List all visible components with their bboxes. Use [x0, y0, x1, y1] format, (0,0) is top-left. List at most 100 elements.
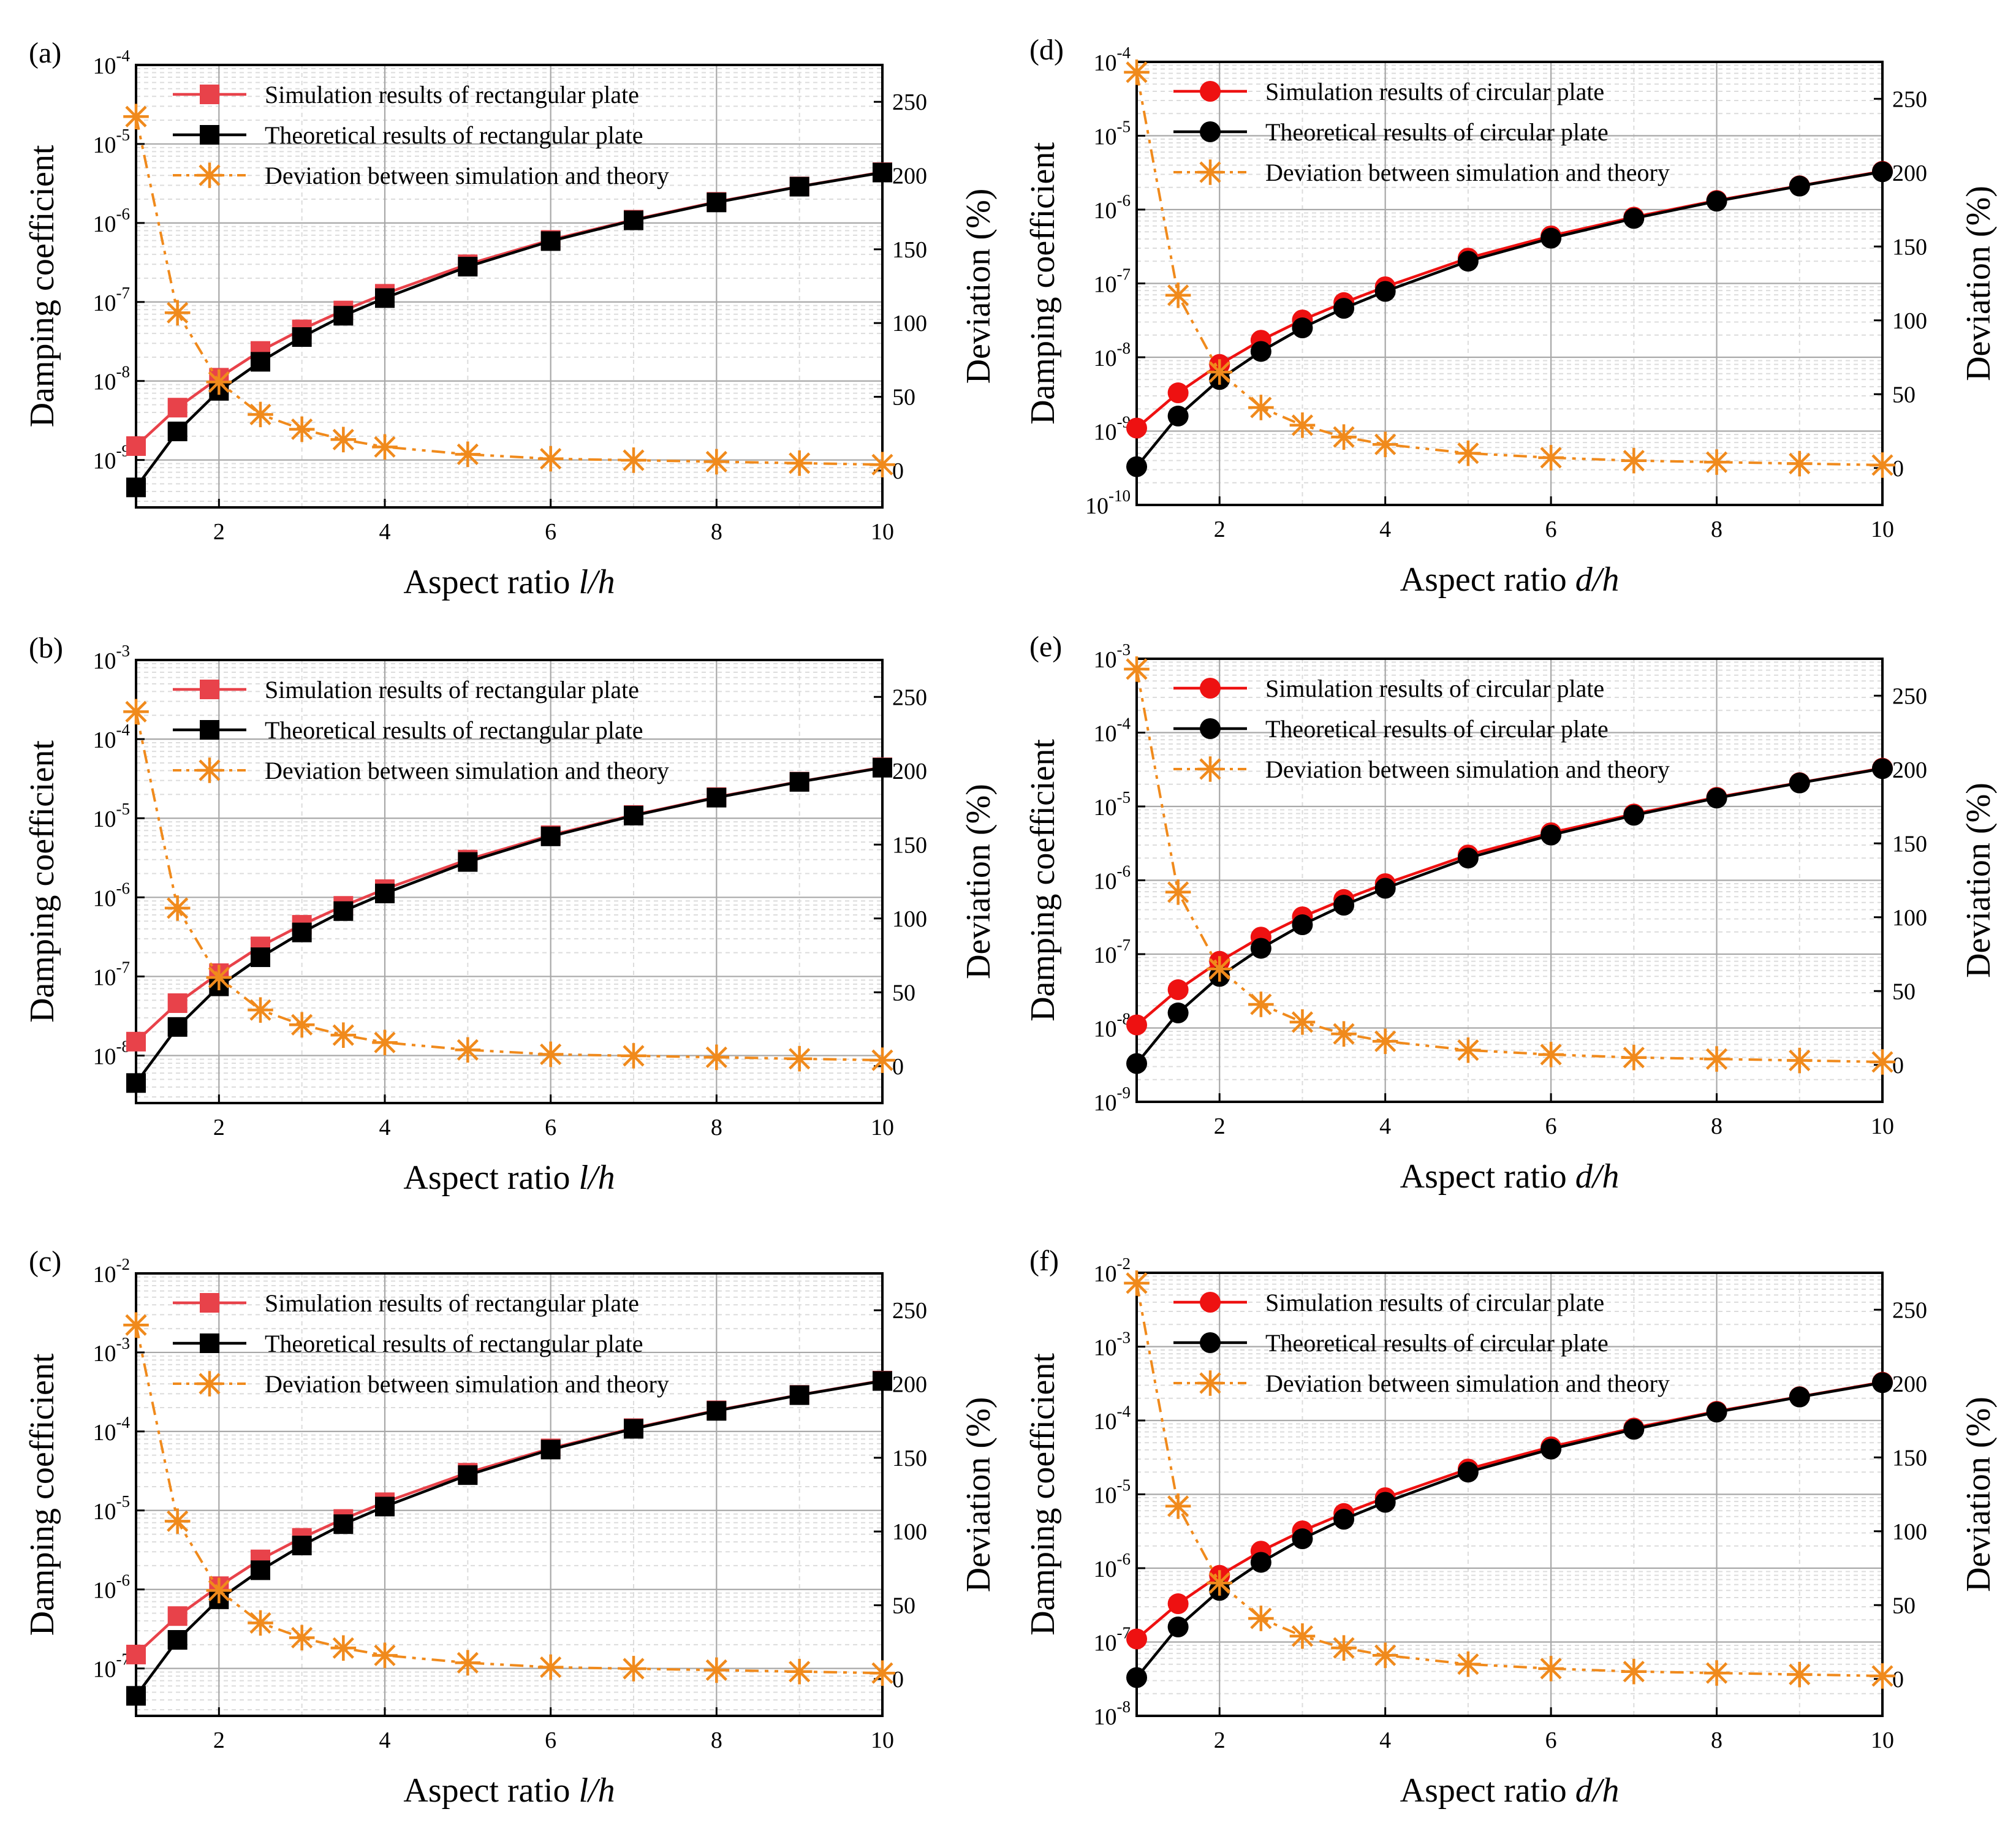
x-tick-label: 8 [1711, 517, 1722, 542]
data-point [1331, 1635, 1357, 1661]
minor-grid [1137, 1273, 1882, 1716]
data-point [621, 1043, 646, 1069]
y2-axis-title: Deviation (%) [1960, 186, 1998, 381]
x-tick-label: 4 [1379, 1727, 1391, 1753]
y-tick-label: 10-4 [1094, 44, 1131, 76]
y-tick-label: 10-2 [1094, 1254, 1131, 1287]
y2-tick-label: 250 [892, 89, 927, 115]
plot-frame [135, 64, 884, 509]
data-point [1126, 417, 1147, 439]
y2-tick-label: 50 [892, 385, 915, 411]
series-line [1135, 170, 1883, 468]
legend-marker [200, 1333, 219, 1353]
data-point [1789, 772, 1810, 794]
y-tick-label: 10-5 [1094, 1476, 1131, 1509]
data-point [126, 1644, 146, 1664]
legend-label: Simulation results of rectangular plate [265, 1289, 639, 1317]
data-point [375, 288, 395, 308]
x-tick-label: 8 [1711, 1727, 1722, 1753]
legend: Simulation results of rectangular plate T… [173, 1289, 669, 1398]
legend-marker [200, 680, 219, 699]
data-point [123, 699, 149, 725]
y-tick-label: 10-4 [1094, 1402, 1131, 1435]
legend: Simulation results of circular plate Theo… [1173, 78, 1670, 186]
data-point [1374, 1492, 1396, 1513]
data-point [1786, 1661, 1813, 1688]
data-point [333, 901, 354, 921]
data-point [540, 231, 561, 251]
y-tick-label: 10-7 [93, 284, 131, 316]
data-point [458, 257, 478, 277]
x-tick-label: 10 [871, 519, 894, 545]
data-point [1126, 456, 1147, 477]
data-point [164, 1508, 191, 1534]
data-point [624, 210, 643, 230]
y2-tick-label: 100 [1892, 1519, 1927, 1545]
data-point [292, 922, 312, 942]
data-point [1248, 992, 1274, 1017]
x-tick-label: 2 [213, 519, 225, 545]
y-tick-label: 10-5 [93, 126, 131, 158]
y-axis-title: Damping coefficient [23, 1353, 61, 1636]
y2-tick-label: 150 [892, 1446, 927, 1471]
data-point [458, 1465, 478, 1485]
legend-label: Deviation between simulation and theory [1265, 1370, 1670, 1397]
x-tick-label: 10 [871, 1115, 894, 1140]
major-grid [1137, 659, 1882, 1102]
data-point [1207, 1570, 1233, 1596]
data-point [1331, 424, 1357, 450]
data-point [786, 450, 813, 476]
data-point [537, 446, 564, 472]
data-point [789, 772, 809, 792]
data-point [330, 1022, 357, 1048]
data-point [1250, 938, 1271, 959]
x-tick-label: 6 [545, 1115, 556, 1140]
data-point [786, 1045, 813, 1072]
data-point [292, 1535, 312, 1555]
data-point [289, 1012, 315, 1038]
data-point [1333, 1509, 1355, 1530]
data-point [1703, 1660, 1730, 1686]
data-point [1331, 1021, 1357, 1047]
data-point [330, 1635, 357, 1661]
data-point [1126, 1014, 1147, 1036]
data-point [1372, 1028, 1398, 1054]
data-point [789, 1385, 809, 1405]
data-point [167, 1017, 188, 1037]
y-tick-label: 10-6 [1094, 862, 1131, 895]
data-point [540, 1439, 561, 1460]
y-tick-label: 10-6 [93, 205, 131, 237]
data-point [167, 422, 188, 442]
legend-label: Simulation results of rectangular plate [265, 81, 639, 108]
data-point [1250, 1552, 1271, 1573]
y2-tick-label: 50 [1892, 1593, 1916, 1618]
series-square [126, 1371, 892, 1706]
data-point [455, 1650, 481, 1676]
y-tick-label: 10-8 [1094, 1010, 1131, 1042]
data-point [1870, 1049, 1895, 1075]
y2-axis-title: Deviation (%) [1960, 783, 1998, 978]
data-point [1167, 1002, 1189, 1023]
minor-grid [1137, 659, 1882, 1102]
major-grid [1137, 1273, 1882, 1716]
plot-frame [135, 659, 884, 1104]
data-point [455, 1037, 481, 1063]
legend-label: Theoretical results of rectangular plate [265, 716, 643, 744]
data-point [1292, 1528, 1313, 1550]
data-point [292, 327, 312, 347]
x-tick-label: 8 [711, 519, 722, 545]
data-point [1292, 914, 1313, 936]
legend-marker [1197, 756, 1223, 782]
x-axis-title: Aspect ratio d/h [1400, 1158, 1620, 1196]
y-tick-label: 10-3 [93, 642, 131, 674]
y2-tick-label: 0 [1892, 456, 1904, 482]
y-tick-label: 10-4 [1094, 715, 1131, 747]
data-point [707, 787, 727, 808]
y-axis-title: Damping coefficient [1024, 739, 1062, 1022]
data-point [621, 447, 646, 473]
data-point [1248, 1606, 1274, 1631]
data-point [1167, 979, 1189, 1001]
data-point [1372, 1642, 1398, 1668]
data-point [1703, 449, 1730, 475]
data-point [455, 441, 481, 468]
